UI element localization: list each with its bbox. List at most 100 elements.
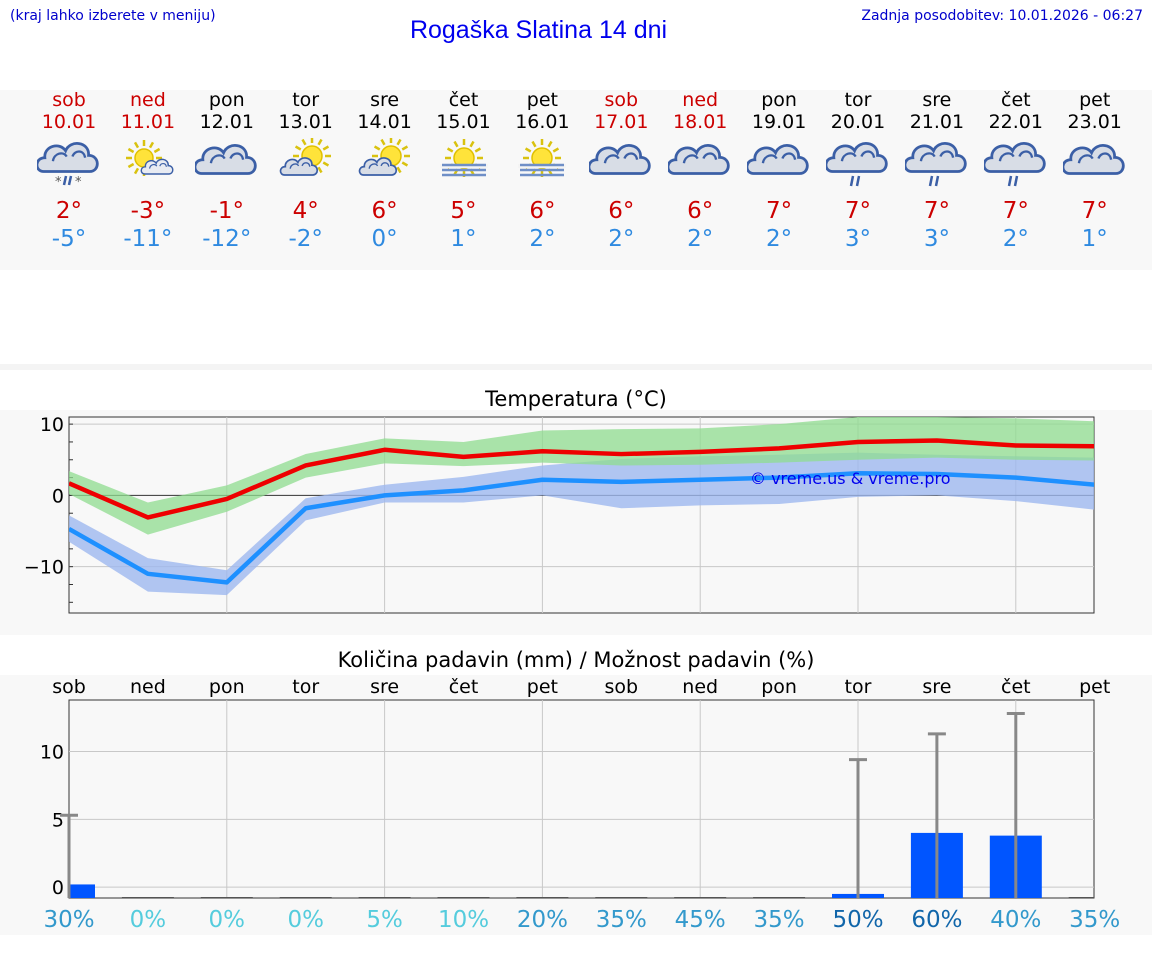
day-date: 10.01	[41, 111, 97, 133]
day-name: sre	[922, 89, 952, 111]
max-temperature-point	[857, 441, 859, 443]
precipitation-probability: 0%	[209, 907, 246, 933]
max-temperature: -1°	[209, 198, 245, 224]
day-date: 18.01	[672, 111, 728, 133]
cloud-snow-rain-icon: * *	[37, 142, 99, 190]
day-column: ned 18.01	[660, 89, 740, 133]
sun-fog-icon	[518, 139, 567, 177]
max-temperature: -3°	[130, 198, 166, 224]
day-column: tor 20.01	[818, 89, 898, 133]
precipitation-probability: 10%	[438, 907, 489, 933]
precipitation-bar	[69, 884, 95, 898]
max-temperature-point	[699, 451, 701, 453]
min-temperature: 2°	[608, 226, 635, 252]
category-label: sre	[370, 676, 399, 698]
day-column: pet 23.01	[1055, 89, 1135, 133]
precipitation-bar	[121, 897, 174, 898]
day-column: sre 14.01	[345, 89, 425, 133]
separator	[0, 364, 1152, 370]
cloud-rain-icon	[983, 142, 1046, 187]
precipitation-bar	[279, 897, 332, 898]
y-tick-label: 0	[52, 485, 64, 507]
sun-cloud-icon	[125, 140, 174, 176]
day-name: čet	[1001, 89, 1031, 111]
day-column: tor 13.01	[266, 89, 346, 133]
min-temperature-point	[384, 494, 386, 496]
cloudy-icon	[589, 144, 651, 175]
day-date: 21.01	[909, 111, 965, 133]
cloud-rain-icon	[904, 142, 967, 187]
max-temperature-point	[1015, 445, 1017, 447]
day-name: ned	[682, 89, 719, 111]
precipitation-probability: 35%	[1069, 907, 1120, 933]
min-temperature: 2°	[529, 226, 556, 252]
min-temperature-point	[857, 472, 859, 474]
day-name: sob	[604, 89, 639, 111]
min-temperature: 3°	[923, 226, 950, 252]
precipitation-bar	[674, 897, 727, 898]
cloudy-icon	[747, 144, 809, 175]
max-temperature-point	[69, 482, 70, 484]
min-temperature-point	[620, 481, 622, 483]
day-date: 15.01	[436, 111, 491, 133]
category-label: tor	[845, 676, 872, 698]
precipitation-bar	[516, 897, 569, 898]
precipitation-probability: 5%	[366, 907, 403, 933]
max-temperature-point	[936, 440, 938, 442]
category-label: ned	[682, 676, 718, 698]
precipitation-bar	[437, 897, 490, 898]
precipitation-probability: 60%	[911, 907, 962, 933]
location-hint: (kraj lahko izberete v meniju)	[10, 8, 216, 24]
min-temperature: 3°	[844, 226, 872, 252]
day-date: 22.01	[988, 111, 1043, 133]
precipitation-probability: 35%	[596, 907, 647, 933]
svg-text:*: *	[75, 175, 82, 190]
category-label: sob	[605, 676, 639, 698]
day-column: čet 15.01	[424, 89, 504, 133]
day-column: pon 12.01	[187, 89, 267, 133]
category-label: tor	[292, 676, 319, 698]
precipitation-probability: 35%	[754, 907, 805, 933]
day-date: 19.01	[751, 111, 807, 133]
min-temperature: -5°	[51, 226, 87, 252]
max-temperature: 7°	[844, 198, 872, 224]
min-temperature-point	[226, 581, 228, 583]
max-temperature-point	[620, 453, 622, 455]
precipitation-chart: sob ned pon tor sre čet pet sob ned pon tor sre čet p…	[40, 676, 1120, 933]
min-temperature-line	[69, 471, 1094, 585]
min-temperature-point	[69, 528, 70, 530]
min-temperature: -12°	[202, 226, 252, 252]
day-name: sre	[370, 89, 400, 111]
y-tick-label: 0	[52, 877, 64, 899]
min-temperature: -11°	[123, 226, 173, 252]
day-name: pet	[526, 89, 558, 111]
day-column: sob 17.01	[581, 89, 661, 133]
y-tick-label: −10	[24, 557, 64, 579]
max-temperature-point	[541, 450, 543, 452]
max-temperature-point	[305, 464, 307, 466]
day-date: 23.01	[1067, 111, 1122, 133]
day-column: sob 10.01	[29, 89, 109, 133]
day-name: tor	[292, 89, 320, 111]
min-range-band	[69, 452, 1094, 596]
precipitation-bar	[595, 897, 648, 898]
sun-behind-cloud-icon	[358, 138, 410, 176]
y-tick-label: 10	[40, 742, 64, 764]
cloud-rain-icon	[826, 142, 888, 187]
min-temperature-point	[147, 573, 149, 575]
precipitation-probability: 40%	[990, 907, 1041, 933]
category-label: čet	[1001, 676, 1031, 698]
max-temperature: 6°	[529, 198, 556, 224]
category-label: pon	[209, 676, 245, 698]
category-label: čet	[449, 676, 479, 698]
day-name: tor	[844, 89, 872, 111]
max-temperature: 7°	[766, 198, 793, 224]
min-temperature-point	[936, 473, 938, 475]
day-name: pon	[761, 89, 797, 111]
day-name: pet	[1079, 89, 1111, 111]
category-label: sob	[52, 676, 86, 698]
svg-text:*: *	[55, 175, 62, 190]
max-temperature-point	[778, 447, 780, 449]
category-label: pet	[1079, 676, 1110, 698]
precipitation-probability: 45%	[675, 907, 726, 933]
